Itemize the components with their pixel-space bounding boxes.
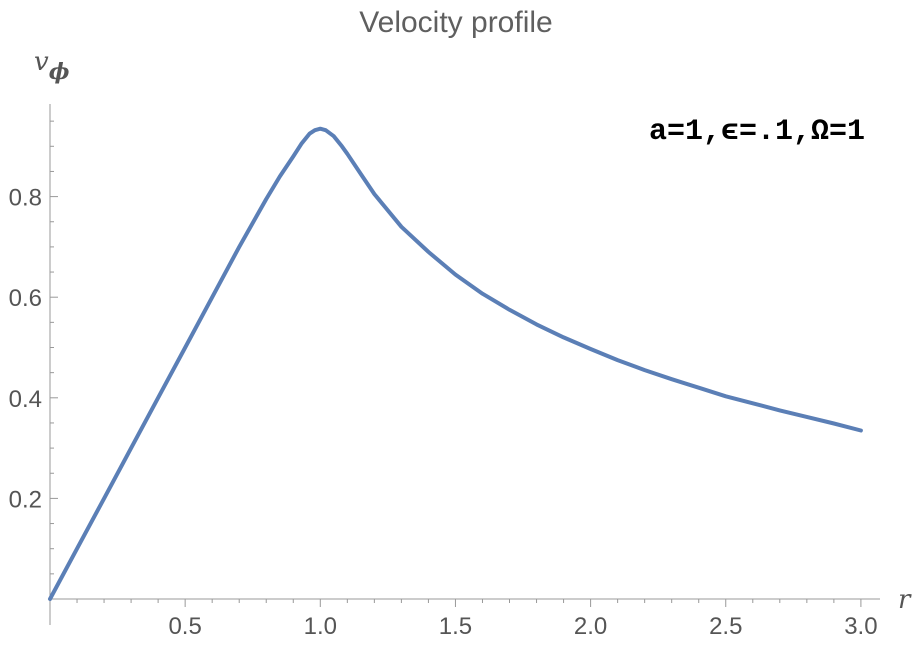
- x-tick-label: 2.5: [709, 613, 742, 640]
- y-axis-label-main: v: [34, 47, 49, 77]
- y-tick-label: 0.6: [9, 285, 42, 312]
- y-tick-label: 0.2: [9, 486, 42, 513]
- y-axis-label: vϕ: [34, 47, 70, 85]
- x-axis-label: r: [898, 585, 912, 615]
- series-group: [48, 126, 863, 601]
- x-tick-label: 2.0: [574, 613, 607, 640]
- x-tick-label: 0.5: [168, 613, 201, 640]
- chart-title: Velocity profile: [359, 6, 552, 39]
- parameter-annotation: a=1,ϵ=.1,Ω=1: [649, 115, 865, 149]
- y-axis-label-subscript: ϕ: [49, 59, 70, 85]
- y-tick-label: 0.8: [9, 185, 42, 212]
- x-ticks: 0.5 1.0 1.5 2.0 2.5 3.0: [76, 599, 878, 640]
- x-tick-label: 1.0: [304, 613, 337, 640]
- y-ticks: 0.2 0.4 0.6 0.8: [9, 120, 58, 575]
- series-line: [48, 126, 863, 601]
- x-tick-label: 1.5: [439, 613, 472, 640]
- y-tick-label: 0.4: [9, 386, 42, 413]
- x-tick-label: 3.0: [844, 613, 877, 640]
